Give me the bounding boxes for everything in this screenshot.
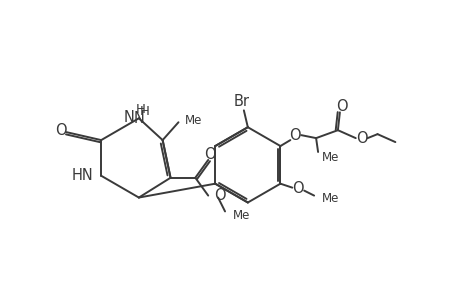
Text: Br: Br [233,94,249,109]
Text: Me: Me [321,192,339,205]
Text: H: H [135,103,146,116]
Text: Me: Me [232,209,250,222]
Text: HN: HN [71,168,93,183]
Text: O: O [204,148,216,163]
Text: N: N [133,111,144,126]
Text: O: O [292,181,303,196]
Text: Me: Me [184,114,202,127]
Text: O: O [214,188,225,203]
Text: H: H [140,105,150,118]
Text: N: N [124,110,134,125]
Text: O: O [355,130,367,146]
Text: O: O [289,128,301,142]
Text: Me: Me [321,152,339,164]
Text: O: O [336,99,347,114]
Text: O: O [55,123,66,138]
